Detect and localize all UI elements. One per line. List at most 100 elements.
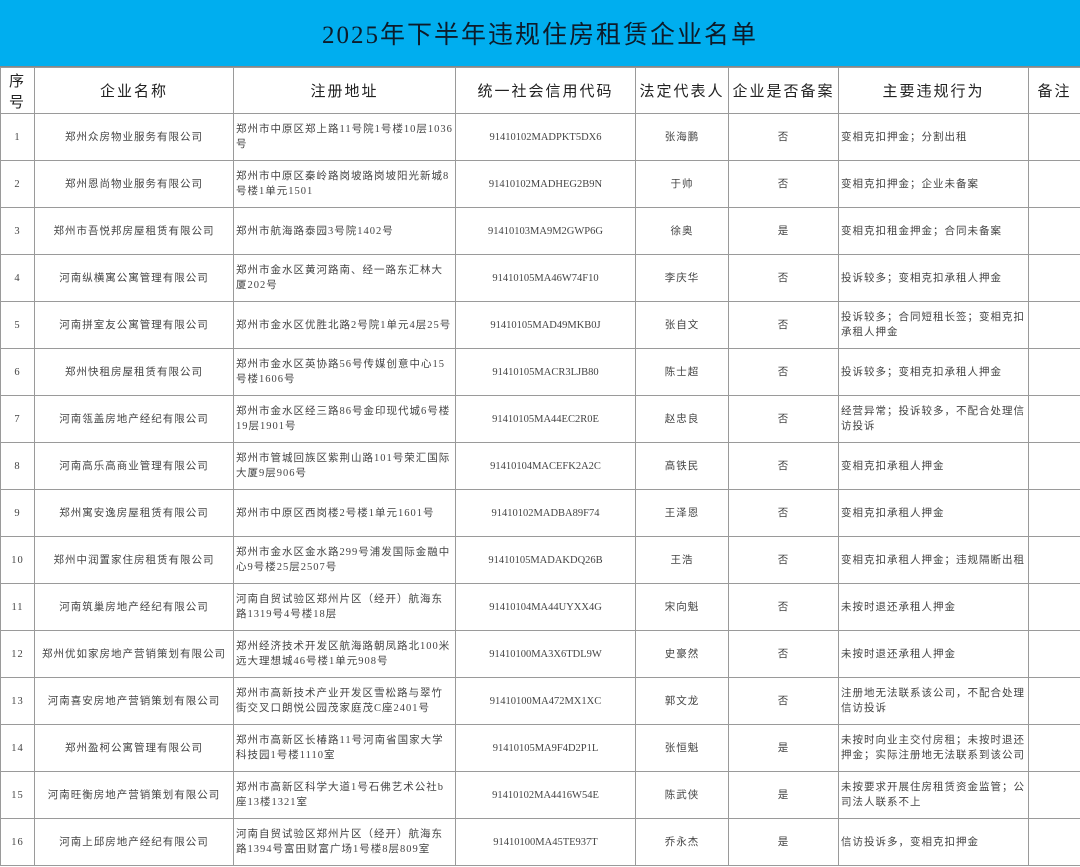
cell-no: 9: [0, 489, 35, 537]
cell-note: [1028, 442, 1080, 490]
cell-address: 郑州市中原区西岗楼2号楼1单元1601号: [233, 489, 456, 537]
cell-code: 91410103MA9M2GWP6G: [455, 207, 636, 255]
cell-violation: 未按时向业主交付房租；未按时退还押金；实际注册地无法联系到该公司: [838, 724, 1029, 772]
cell-rep: 乔永杰: [635, 818, 729, 866]
table-row: 7 河南瓴盖房地产经纪有限公司 郑州市金水区经三路86号金印现代城6号楼19层190…: [0, 395, 1080, 443]
cell-no: 1: [0, 113, 35, 161]
cell-violation: 未按时退还承租人押金: [838, 630, 1029, 678]
cell-note: [1028, 583, 1080, 631]
cell-code: 91410105MA9F4D2P1L: [455, 724, 636, 772]
cell-code: 91410105MA44EC2R0E: [455, 395, 636, 443]
col-header-no: 序号: [0, 67, 35, 114]
cell-name: 河南喜安房地产营销策划有限公司: [34, 677, 234, 725]
cell-code: 91410102MADBA89F74: [455, 489, 636, 537]
cell-note: [1028, 160, 1080, 208]
table-row: 9 郑州寓安逸房屋租赁有限公司 郑州市中原区西岗楼2号楼1单元1601号 914101…: [0, 489, 1080, 537]
cell-address: 郑州市高新区科学大道1号石佛艺术公社b座13楼1321室: [233, 771, 456, 819]
cell-filed: 否: [728, 160, 839, 208]
cell-violation: 经营异常；投诉较多，不配合处理信访投诉: [838, 395, 1029, 443]
cell-name: 郑州盈柯公寓管理有限公司: [34, 724, 234, 772]
cell-rep: 陈士超: [635, 348, 729, 396]
cell-filed: 否: [728, 442, 839, 490]
cell-note: [1028, 301, 1080, 349]
cell-address: 郑州市金水区黄河路南、经一路东汇林大厦202号: [233, 254, 456, 302]
cell-filed: 否: [728, 113, 839, 161]
cell-code: 91410102MADHEG2B9N: [455, 160, 636, 208]
cell-filed: 是: [728, 724, 839, 772]
cell-note: [1028, 395, 1080, 443]
table-row: 6 郑州快租房屋租赁有限公司 郑州市金水区英协路56号传媒创意中心15号楼1606号…: [0, 348, 1080, 396]
cell-violation: 变相克扣押金；分割出租: [838, 113, 1029, 161]
cell-code: 91410100MA472MX1XC: [455, 677, 636, 725]
cell-violation: 投诉较多；变相克扣承租人押金: [838, 348, 1029, 396]
cell-rep: 张海鹏: [635, 113, 729, 161]
cell-code: 91410105MAD49MKB0J: [455, 301, 636, 349]
col-header-rep: 法定代表人: [635, 67, 729, 114]
cell-address: 郑州市中原区秦岭路岗坡路岗坡阳光新城8号楼1单元1501: [233, 160, 456, 208]
cell-note: [1028, 113, 1080, 161]
cell-filed: 否: [728, 254, 839, 302]
table-row: 4 河南纵横寓公寓管理有限公司 郑州市金水区黄河路南、经一路东汇林大厦202号 914…: [0, 254, 1080, 302]
col-header-filed: 企业是否备案: [728, 67, 839, 114]
cell-note: [1028, 207, 1080, 255]
header-row: 序号 企业名称 注册地址 统一社会信用代码 法定代表人 企业是否备案 主要违规行…: [0, 67, 1080, 114]
cell-no: 7: [0, 395, 35, 443]
cell-violation: 变相克扣租金押金；合同未备案: [838, 207, 1029, 255]
col-header-note: 备注: [1028, 67, 1080, 114]
cell-filed: 否: [728, 630, 839, 678]
cell-rep: 李庆华: [635, 254, 729, 302]
cell-rep: 王浩: [635, 536, 729, 584]
table-row: 15 河南旺衡房地产营销策划有限公司 郑州市高新区科学大道1号石佛艺术公社b座13楼…: [0, 771, 1080, 819]
cell-rep: 陈武侠: [635, 771, 729, 819]
col-header-violation: 主要违规行为: [838, 67, 1029, 114]
cell-violation: 投诉较多；合同短租长签；变相克扣承租人押金: [838, 301, 1029, 349]
cell-violation: 变相克扣承租人押金: [838, 442, 1029, 490]
cell-rep: 于帅: [635, 160, 729, 208]
cell-code: 91410100MA3X6TDL9W: [455, 630, 636, 678]
cell-rep: 张恒魁: [635, 724, 729, 772]
cell-no: 15: [0, 771, 35, 819]
cell-violation: 未按要求开展住房租赁资金监管；公司法人联系不上: [838, 771, 1029, 819]
cell-name: 河南筑巢房地产经纪有限公司: [34, 583, 234, 631]
col-header-code: 统一社会信用代码: [455, 67, 636, 114]
cell-name: 郑州寓安逸房屋租赁有限公司: [34, 489, 234, 537]
cell-filed: 否: [728, 489, 839, 537]
cell-note: [1028, 771, 1080, 819]
cell-no: 10: [0, 536, 35, 584]
cell-filed: 否: [728, 677, 839, 725]
cell-no: 4: [0, 254, 35, 302]
cell-name: 郑州优如家房地产营销策划有限公司: [34, 630, 234, 678]
table-row: 2 郑州恩尚物业服务有限公司 郑州市中原区秦岭路岗坡路岗坡阳光新城8号楼1单元150…: [0, 160, 1080, 208]
cell-note: [1028, 489, 1080, 537]
cell-rep: 徐奥: [635, 207, 729, 255]
cell-filed: 是: [728, 207, 839, 255]
cell-code: 91410104MACEFK2A2C: [455, 442, 636, 490]
cell-note: [1028, 348, 1080, 396]
cell-address: 郑州市金水区英协路56号传媒创意中心15号楼1606号: [233, 348, 456, 396]
table-row: 8 河南高乐高商业管理有限公司 郑州市管城回族区紫荆山路101号荣汇国际大厦9层90…: [0, 442, 1080, 490]
cell-name: 郑州市吾悦邦房屋租赁有限公司: [34, 207, 234, 255]
cell-no: 13: [0, 677, 35, 725]
cell-no: 3: [0, 207, 35, 255]
table-row: 1 郑州众房物业服务有限公司 郑州市中原区郑上路11号院1号楼10层1036号 914…: [0, 113, 1080, 161]
cell-violation: 变相克扣押金；企业未备案: [838, 160, 1029, 208]
cell-no: 16: [0, 818, 35, 866]
cell-code: 91410102MADPKT5DX6: [455, 113, 636, 161]
cell-code: 91410102MA4416W54E: [455, 771, 636, 819]
cell-address: 郑州市管城回族区紫荆山路101号荣汇国际大厦9层906号: [233, 442, 456, 490]
cell-rep: 郭文龙: [635, 677, 729, 725]
cell-code: 91410105MACR3LJB80: [455, 348, 636, 396]
cell-rep: 高铁民: [635, 442, 729, 490]
cell-address: 郑州市高新技术产业开发区雪松路与翠竹街交叉口朗悦公园茂家庭茂C座2401号: [233, 677, 456, 725]
cell-no: 5: [0, 301, 35, 349]
cell-rep: 王泽恩: [635, 489, 729, 537]
page-title: 2025年下半年违规住房租赁企业名单: [321, 22, 758, 49]
cell-violation: 变相克扣承租人押金: [838, 489, 1029, 537]
cell-code: 91410104MA44UYXX4G: [455, 583, 636, 631]
cell-no: 11: [0, 583, 35, 631]
cell-note: [1028, 630, 1080, 678]
cell-name: 河南上邱房地产经纪有限公司: [34, 818, 234, 866]
cell-filed: 否: [728, 395, 839, 443]
cell-code: 91410105MA46W74F10: [455, 254, 636, 302]
cell-no: 6: [0, 348, 35, 396]
